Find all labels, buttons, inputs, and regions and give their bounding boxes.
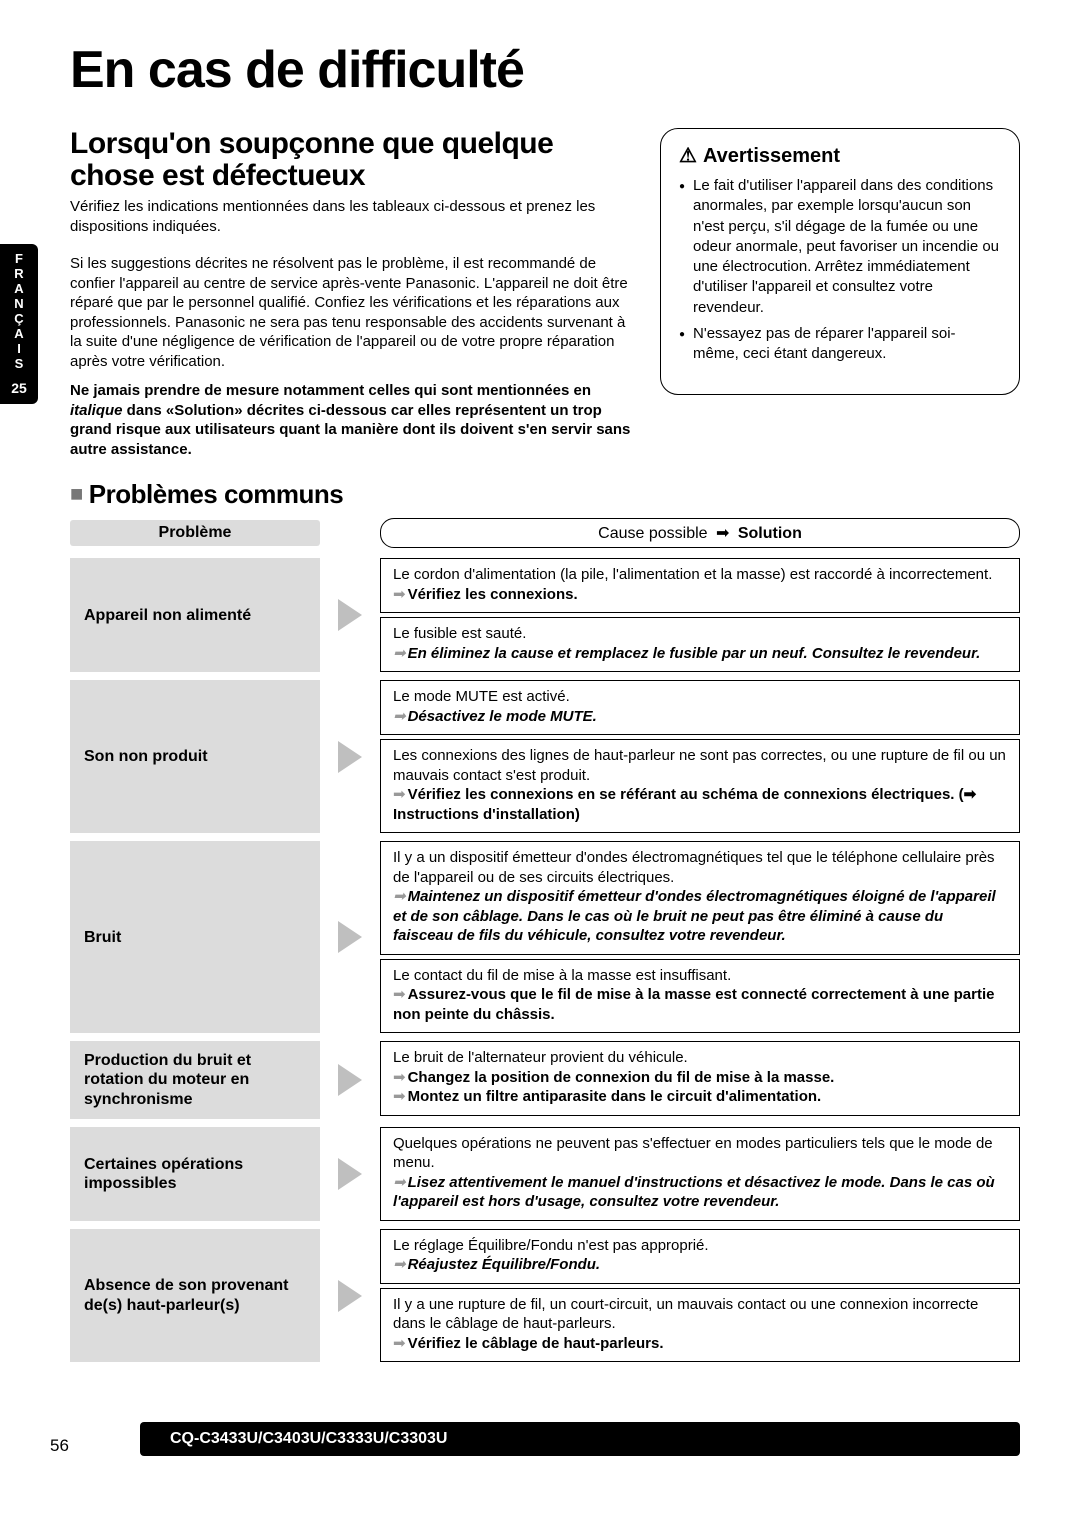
problem-cell: Certaines opérations impossibles <box>70 1127 320 1221</box>
model-bar: CQ-C3433U/C3403U/C3333U/C3303U <box>140 1422 1020 1456</box>
solution-box: Quelques opérations ne peuvent pas s'eff… <box>380 1127 1020 1221</box>
subsection-heading: Problèmes communs <box>30 481 1020 508</box>
solution-box: Le bruit de l'alternateur provient du vé… <box>380 1041 1020 1116</box>
arrow-cell <box>320 841 380 1033</box>
problem-cell: Bruit <box>70 841 320 1033</box>
cause-text: Le réglage Équilibre/Fondu n'est pas app… <box>393 1236 1007 1256</box>
solution-text: Vérifiez les connexions. <box>393 585 1007 605</box>
warning-box: Avertissement Le fait d'utiliser l'appar… <box>660 128 1020 395</box>
header-problem: Problème <box>70 520 320 546</box>
table-row: Absence de son provenant de(s) haut-parl… <box>70 1229 1020 1363</box>
solution-text: Maintenez un dispositif émetteur d'ondes… <box>393 887 1007 946</box>
arrow-cell <box>320 1041 380 1119</box>
warning-item: Le fait d'utiliser l'appareil dans des c… <box>679 176 1001 318</box>
arrow-cell <box>320 1229 380 1363</box>
warning-title: Avertissement <box>679 143 1001 168</box>
intro-text: Vérifiez les indications mentionnées dan… <box>70 197 636 236</box>
problem-cell: Son non produit <box>70 680 320 833</box>
solution-text: En éliminez la cause et remplacez le fus… <box>393 644 1007 664</box>
warning-list: Le fait d'utiliser l'appareil dans des c… <box>679 176 1001 364</box>
page-number: 56 <box>50 1436 80 1456</box>
triangle-icon <box>338 921 362 953</box>
cause-text: Le fusible est sauté. <box>393 624 1007 644</box>
triangle-icon <box>338 741 362 773</box>
triangle-icon <box>338 599 362 631</box>
triangle-icon <box>338 1064 362 1096</box>
solution-cell: Le réglage Équilibre/Fondu n'est pas app… <box>380 1229 1020 1363</box>
solution-text: Réajustez Équilibre/Fondu. <box>393 1255 1007 1275</box>
solution-box: Il y a un dispositif émetteur d'ondes él… <box>380 841 1020 955</box>
solution-box: Les connexions des lignes de haut-parleu… <box>380 739 1020 833</box>
language-tab: FRANÇAIS 25 <box>0 244 38 404</box>
triangle-icon <box>338 1158 362 1190</box>
cause-text: Il y a un dispositif émetteur d'ondes él… <box>393 848 1007 887</box>
table-row: Production du bruit et rotation du moteu… <box>70 1041 1020 1119</box>
solution-text: Montez un filtre antiparasite dans le ci… <box>393 1087 1007 1107</box>
cause-text: Le contact du fil de mise à la masse est… <box>393 966 1007 986</box>
main-title: En cas de difficulté <box>30 40 1020 100</box>
solution-cell: Quelques opérations ne peuvent pas s'eff… <box>380 1127 1020 1221</box>
solution-box: Il y a une rupture de fil, un court-circ… <box>380 1288 1020 1363</box>
left-column: Lorsqu'on soupçonne que quelque chose es… <box>70 128 636 469</box>
troubleshoot-table: Problème Cause possible ➡ Solution Appar… <box>30 518 1020 1362</box>
solution-text: Changez la position de connexion du fil … <box>393 1068 1007 1088</box>
triangle-icon <box>338 1280 362 1312</box>
problem-cell: Appareil non alimenté <box>70 558 320 672</box>
solution-box: Le contact du fil de mise à la masse est… <box>380 959 1020 1034</box>
problem-cell: Production du bruit et rotation du moteu… <box>70 1041 320 1119</box>
arrow-cell <box>320 680 380 833</box>
warning-item: N'essayez pas de réparer l'appareil soi-… <box>679 324 1001 365</box>
table-row: Son non produit Le mode MUTE est activé.D… <box>70 680 1020 833</box>
solution-text: Lisez attentivement le manuel d'instruct… <box>393 1173 1007 1212</box>
cause-text: Quelques opérations ne peuvent pas s'eff… <box>393 1134 1007 1173</box>
table-row: Appareil non alimenté Le cordon d'aliment… <box>70 558 1020 672</box>
header-solution: Cause possible ➡ Solution <box>380 518 1020 548</box>
cause-text: Le mode MUTE est activé. <box>393 687 1007 707</box>
arrow-cell <box>320 558 380 672</box>
solution-cell: Le mode MUTE est activé.Désactivez le mo… <box>380 680 1020 833</box>
solution-box: Le mode MUTE est activé.Désactivez le mo… <box>380 680 1020 735</box>
solution-cell: Il y a un dispositif émetteur d'ondes él… <box>380 841 1020 1033</box>
cause-text: Il y a une rupture de fil, un court-circ… <box>393 1295 1007 1334</box>
solution-text: Vérifiez les connexions en se référant a… <box>393 785 1007 824</box>
problem-cell: Absence de son provenant de(s) haut-parl… <box>70 1229 320 1363</box>
solution-box: Le cordon d'alimentation (la pile, l'ali… <box>380 558 1020 613</box>
section-heading: Lorsqu'on soupçonne que quelque chose es… <box>70 128 636 191</box>
cause-text: Le bruit de l'alternateur provient du vé… <box>393 1048 1007 1068</box>
table-row: Certaines opérations impossibles Quelques… <box>70 1127 1020 1221</box>
solution-text: Vérifiez le câblage de haut-parleurs. <box>393 1334 1007 1354</box>
table-row: Bruit Il y a un dispositif émetteur d'ond… <box>70 841 1020 1033</box>
warning-paragraph: Ne jamais prendre de mesure notamment ce… <box>70 381 636 459</box>
solution-box: Le réglage Équilibre/Fondu n'est pas app… <box>380 1229 1020 1284</box>
solution-text: Assurez-vous que le fil de mise à la mas… <box>393 985 1007 1024</box>
arrow-cell <box>320 1127 380 1221</box>
solution-text: Désactivez le mode MUTE. <box>393 707 1007 727</box>
tab-page-number: 25 <box>0 380 38 396</box>
cause-text: Le cordon d'alimentation (la pile, l'ali… <box>393 565 1007 585</box>
solution-cell: Le bruit de l'alternateur provient du vé… <box>380 1041 1020 1119</box>
solution-box: Le fusible est sauté.En éliminez la caus… <box>380 617 1020 672</box>
cause-text: Les connexions des lignes de haut-parleu… <box>393 746 1007 785</box>
language-letters: FRANÇAIS <box>0 252 38 372</box>
body-paragraph: Si les suggestions décrites ne résolvent… <box>70 254 636 371</box>
solution-cell: Le cordon d'alimentation (la pile, l'ali… <box>380 558 1020 672</box>
